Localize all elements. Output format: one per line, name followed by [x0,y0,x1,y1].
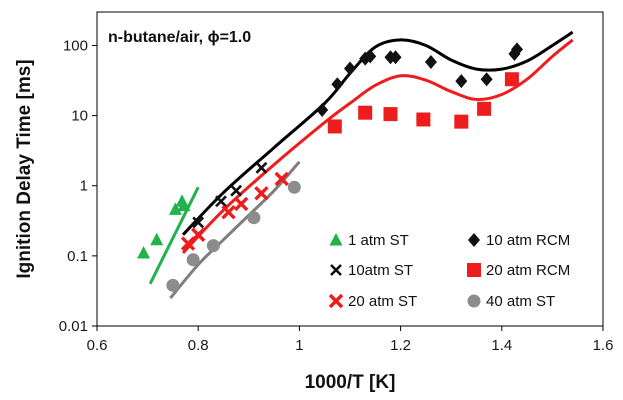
marker-stroke [190,227,206,242]
data-point [150,232,164,246]
data-point [168,202,182,215]
x-tick-label: 1.6 [593,337,614,354]
data-point [247,211,261,225]
fit-line [148,186,200,285]
x-tick-label: 0.8 [188,337,209,354]
marker-stroke [328,293,344,309]
marker-stroke [255,161,268,174]
data-point [477,101,492,116]
data-point [424,55,437,70]
y-tick-label: 0.01 [59,318,88,335]
data-point [137,245,151,259]
data-point [510,42,523,57]
marker-stroke [215,195,227,208]
legend-label: 10 atm RCM [486,232,570,249]
data-point [331,77,344,92]
data-point [255,161,268,174]
data-point [358,105,373,120]
data-point [389,50,402,65]
marker-stroke [192,216,205,229]
y-axis-title: Ignition Delay Time [ms] [14,59,35,278]
data-point [454,114,469,129]
marker-stroke [234,196,249,212]
data-point [364,49,377,64]
model-curve [169,160,301,300]
y-tick-label: 100 [63,37,88,54]
data-point [192,216,205,229]
x-tick-label: 1.2 [390,337,411,354]
model-curve [181,38,574,254]
data-point [177,198,191,212]
data-point [504,72,519,87]
data-point [190,227,206,242]
legend-marker [468,233,480,247]
legend-marker [467,263,481,277]
x-axis-title: 1000/T [K] [305,372,396,393]
data-point [215,195,227,208]
x-tick-label: 1 [295,337,303,354]
data-point [344,61,356,76]
data-point [455,74,468,89]
data-point [254,186,269,201]
marker-stroke [254,186,269,201]
data-point [316,103,329,118]
data-point [221,204,236,220]
plot-frame [96,11,604,327]
data-point [480,72,493,87]
data-point [186,253,200,267]
x-tick-label: 1.4 [491,337,512,354]
data-point [327,119,342,134]
data-point [416,112,431,127]
x-tick-label: 0.6 [87,337,108,354]
y-tick-label: 10 [71,108,88,125]
data-point [234,196,249,212]
data-point [274,171,289,187]
legend-marker [328,293,344,309]
data-point [383,107,398,122]
model-curves [148,30,574,300]
legend-label: 10atm ST [348,262,413,279]
legend-label: 1 atm ST [348,232,409,249]
legend-label: 20 atm ST [348,293,417,310]
marker-stroke [230,184,243,197]
y-tick-label: 0.1 [67,248,88,265]
chart-annotation: n-butane/air, ϕ=1.0 [108,29,251,46]
legend-label: 40 atm ST [486,293,555,310]
marker-stroke [330,264,342,276]
legend-marker [329,233,343,246]
legend-marker [467,294,481,308]
y-tick-label: 1 [80,178,88,195]
model-curve [181,30,574,236]
legend: 1 atm ST 10 atm RCM 10atm ST 20 atm RCM 20 a… [328,232,570,310]
marker-stroke [274,171,289,187]
data-point [166,278,180,292]
marker-stroke [221,204,236,220]
legend-marker [330,264,342,276]
data-point [206,239,220,253]
legend-label: 20 atm RCM [486,262,570,279]
data-markers [137,42,523,292]
data-point [287,180,301,194]
data-point [230,184,243,197]
axis-ticks: 0.6 0.8 1 1.2 1.4 1.6 0.01 0.1 1 10 100 [59,37,614,354]
